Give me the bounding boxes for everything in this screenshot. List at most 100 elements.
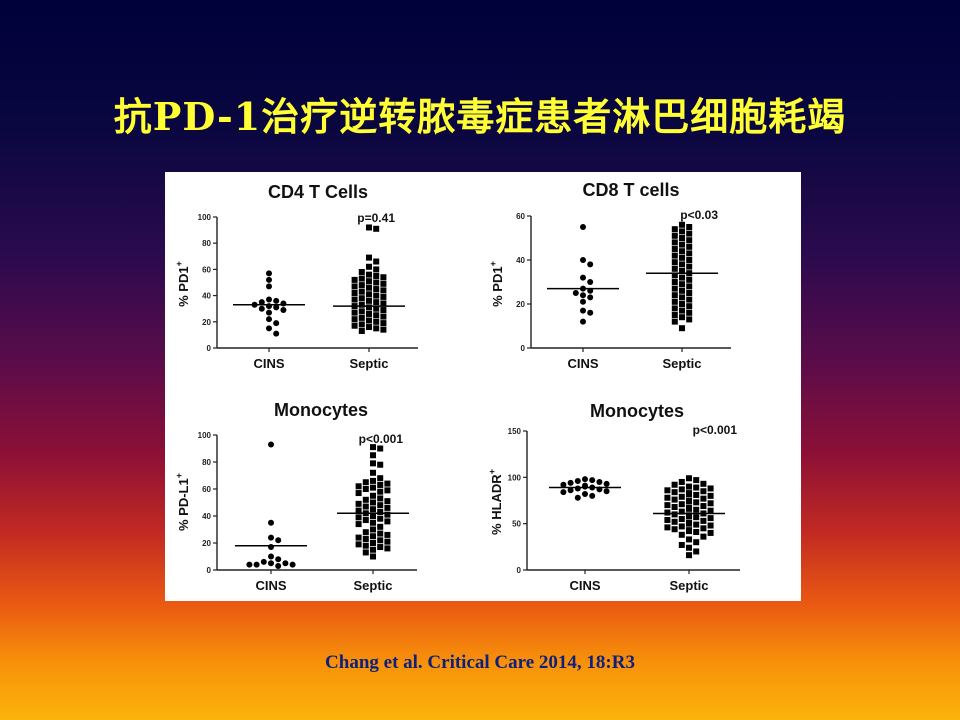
data-point-circle (580, 307, 586, 314)
data-point-square (380, 326, 387, 333)
data-point-square (678, 523, 685, 530)
data-point-square (373, 258, 380, 265)
y-axis-label-main: % PD1 (176, 266, 191, 306)
y-tick-label: 50 (512, 520, 521, 529)
data-point-square (370, 519, 376, 526)
data-point-circle (246, 561, 253, 568)
data-point-square (366, 278, 372, 285)
data-point-circle (603, 488, 610, 495)
data-point-square (373, 292, 380, 299)
data-point-circle (587, 294, 594, 301)
p-value-label: p<0.001 (359, 432, 404, 446)
data-point-square (671, 481, 678, 488)
data-point-square (358, 308, 365, 315)
x-category-label: Septic (669, 578, 708, 593)
data-point-square (686, 513, 692, 520)
data-point-square (693, 491, 700, 498)
data-point-square (362, 542, 369, 549)
data-point-circle (268, 560, 274, 567)
data-point-circle (587, 261, 594, 268)
data-point-circle (582, 483, 588, 490)
data-point-square (693, 514, 700, 521)
data-point-circle (567, 479, 574, 486)
data-point-circle (574, 478, 581, 485)
data-point-circle (260, 558, 267, 565)
data-point-square (671, 226, 678, 233)
data-point-square (671, 252, 678, 259)
data-point-square (384, 538, 391, 545)
data-point-square (707, 515, 714, 522)
y-tick-label: 60 (202, 485, 211, 494)
data-point-square (664, 502, 671, 509)
data-point-circle (268, 534, 274, 541)
data-point-square (671, 526, 678, 533)
data-point-square (358, 269, 365, 276)
data-point-square (377, 445, 384, 452)
data-point-square (362, 529, 369, 536)
data-point-square (377, 502, 384, 509)
y-tick-label: 100 (508, 473, 522, 482)
data-point-square (679, 274, 685, 281)
y-tick-label: 0 (207, 344, 212, 353)
data-point-square (377, 530, 384, 537)
data-point-square (377, 508, 384, 515)
data-point-circle (560, 481, 567, 488)
data-point-square (664, 487, 671, 494)
data-point-square (678, 541, 685, 548)
p-value-label: p<0.03 (680, 208, 718, 222)
data-point-square (671, 496, 678, 503)
data-point-square (678, 478, 685, 485)
data-point-circle (580, 224, 586, 230)
y-tick-label: 60 (516, 212, 525, 221)
data-point-circle (273, 304, 280, 311)
data-point-square (366, 324, 372, 331)
data-point-square (679, 254, 685, 261)
data-point-square (355, 500, 362, 507)
data-point-square (373, 299, 380, 306)
y-axis-label-main: % PD-L1 (176, 478, 191, 531)
y-tick-label: 100 (198, 431, 212, 440)
chart-title: Monocytes (274, 400, 368, 420)
y-tick-label: 80 (202, 458, 211, 467)
y-tick-label: 20 (202, 539, 211, 548)
y-tick-label: 0 (521, 344, 526, 353)
y-tick-label: 150 (508, 427, 522, 436)
data-point-square (370, 499, 376, 506)
data-point-circle (587, 309, 594, 316)
data-point-square (370, 526, 376, 533)
data-point-square (707, 492, 714, 499)
data-point-square (373, 325, 380, 332)
data-point-circle (273, 297, 280, 304)
data-point-square (686, 283, 693, 290)
data-point-square (377, 537, 384, 544)
data-point-square (686, 483, 692, 490)
data-point-square (370, 546, 376, 553)
data-point-square (693, 548, 700, 555)
data-point-square (377, 515, 384, 522)
y-tick-label: 20 (516, 300, 525, 309)
data-point-square (700, 525, 707, 532)
data-point-square (671, 318, 678, 325)
data-point-circle (275, 537, 282, 544)
data-point-square (370, 492, 376, 499)
data-point-circle (258, 305, 265, 312)
data-point-circle (580, 318, 586, 325)
data-point-circle (266, 296, 272, 303)
data-point-square (707, 507, 714, 514)
data-point-circle (266, 325, 272, 332)
data-point-square (362, 549, 369, 556)
data-point-circle (589, 477, 596, 484)
data-point-square (686, 552, 692, 559)
data-point-circle (268, 441, 274, 448)
data-point-square (679, 268, 685, 274)
x-category-label: CINS (569, 578, 600, 593)
data-point-square (362, 486, 369, 492)
data-point-square (355, 534, 362, 541)
data-point-square (686, 544, 692, 551)
data-point-square (686, 309, 693, 316)
data-point-square (679, 307, 685, 314)
y-tick-label: 60 (202, 265, 211, 274)
y-axis-label-superscript: + (487, 469, 497, 474)
data-point-square (679, 281, 685, 288)
data-point-square (351, 289, 358, 296)
